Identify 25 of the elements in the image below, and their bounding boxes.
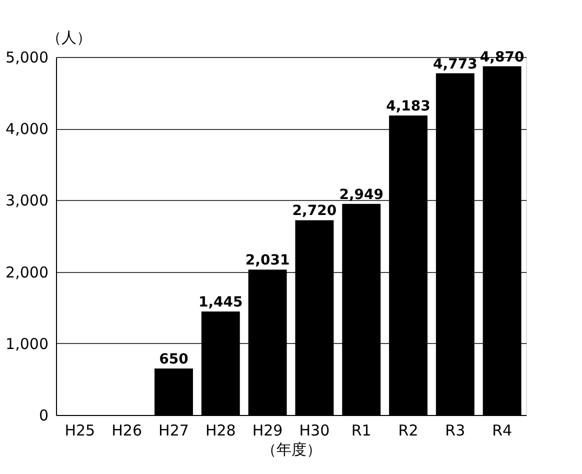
x-tick-label: R1: [351, 422, 372, 440]
x-tick-label: H30: [299, 422, 330, 440]
x-tick-label: H26: [112, 422, 142, 440]
data-label: 650: [159, 351, 189, 368]
x-tick-label: H28: [205, 422, 236, 440]
y-tick-label: 1,000: [6, 334, 48, 353]
x-tick-label: H29: [252, 422, 283, 440]
y-tick-label: 0: [38, 406, 48, 424]
y-tick-label: 5,000: [6, 48, 48, 66]
y-tick-label: 4,000: [6, 120, 48, 138]
data-label: 1,445: [198, 294, 243, 311]
x-axis-title: （年度）: [262, 440, 322, 458]
y-tick-label: 2,000: [6, 263, 48, 282]
data-label: 2,949: [339, 186, 384, 203]
data-label: 4,183: [386, 98, 430, 114]
data-label: 4,773: [433, 56, 478, 72]
x-tick-label: R4: [492, 422, 512, 440]
y-tick-label: 3,000: [6, 192, 48, 210]
x-tick-label: R3: [445, 422, 466, 440]
x-tick-label: R2: [398, 422, 418, 440]
data-label: 2,031: [245, 252, 290, 269]
y-axis-title: （人）: [46, 28, 92, 46]
x-tick-label: H27: [158, 422, 189, 440]
x-tick-label: H25: [64, 422, 96, 440]
data-label: 2,720: [292, 203, 337, 220]
